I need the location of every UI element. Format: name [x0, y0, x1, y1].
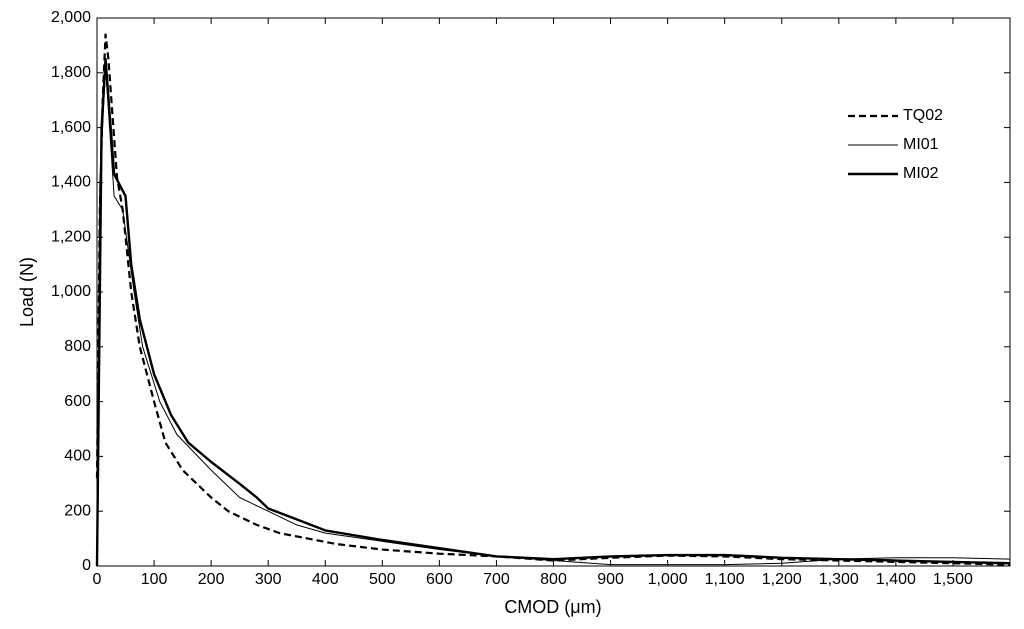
series-line [95, 33, 1011, 566]
y-tick-label: 1,800 [51, 64, 91, 81]
x-tick-label: 100 [141, 571, 168, 588]
x-tick-label: 0 [93, 571, 102, 588]
y-tick-label: 1,000 [51, 283, 91, 300]
y-axis-label: Load (N) [17, 257, 37, 327]
y-tick-label: 800 [64, 338, 91, 355]
x-tick-label: 200 [198, 571, 225, 588]
x-tick-label: 800 [540, 571, 567, 588]
x-tick-label: 1,000 [648, 571, 688, 588]
series-line [95, 57, 1011, 567]
x-tick-label: 400 [312, 571, 339, 588]
x-tick-label: 1,400 [876, 571, 916, 588]
x-tick-label: 600 [426, 571, 453, 588]
series-line [96, 66, 1011, 567]
x-tick-label: 700 [483, 571, 510, 588]
x-tick-label: 1,300 [819, 571, 859, 588]
x-tick-label: 1,100 [705, 571, 745, 588]
legend-label: MI01 [903, 136, 939, 153]
x-tick-label: 900 [597, 571, 624, 588]
x-tick-label: 500 [369, 571, 396, 588]
x-axis-label: CMOD (μm) [504, 597, 601, 617]
plot-frame [96, 17, 1011, 567]
y-tick-label: 1,400 [51, 174, 91, 191]
y-tick-label: 0 [82, 557, 91, 574]
y-tick-label: 200 [64, 502, 91, 519]
y-tick-label: 600 [64, 393, 91, 410]
legend-label: TQ02 [903, 107, 943, 124]
y-tick-label: 400 [64, 448, 91, 465]
y-tick-label: 1,600 [51, 119, 91, 136]
x-tick-label: 1,200 [762, 571, 802, 588]
legend-label: MI02 [903, 165, 939, 182]
y-tick-label: 1,200 [51, 228, 91, 245]
y-tick-label: 2,000 [51, 9, 91, 26]
x-tick-label: 300 [255, 571, 282, 588]
x-tick-label: 1,500 [933, 571, 973, 588]
